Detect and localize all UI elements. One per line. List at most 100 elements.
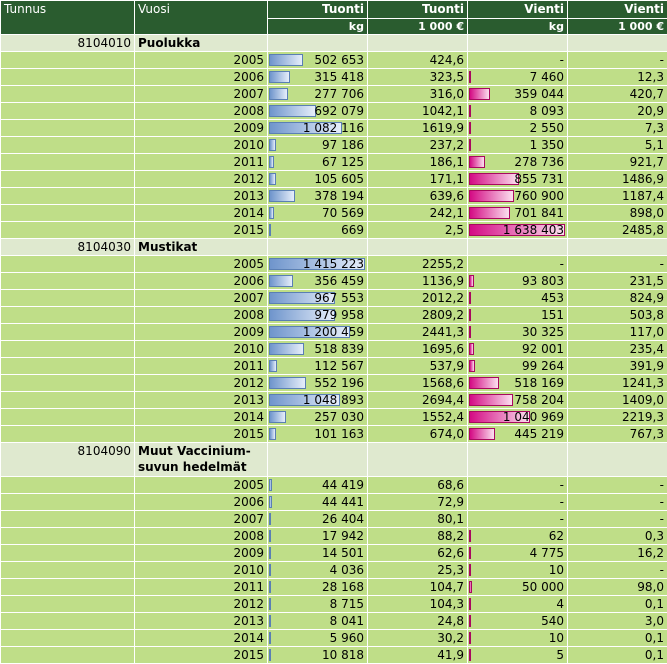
export-kg-cell: 7 460 — [467, 68, 568, 86]
export-kg-cell-value: - — [559, 495, 564, 509]
code-cell — [0, 204, 135, 222]
import-eur-cell: 2441,3 — [367, 323, 468, 341]
export-kg-cell-value: 760 900 — [514, 189, 564, 203]
export-kg-cell-value: 701 841 — [514, 206, 564, 220]
export-eur-cell: 117,0 — [567, 323, 667, 341]
export-kg-cell: 855 731 — [467, 170, 568, 188]
col-header-year[interactable]: Vuosi — [134, 0, 268, 35]
table-row: 2014 5 960 30,2 10 0,1 — [0, 629, 667, 647]
import-eur-cell: 639,6 — [367, 187, 468, 205]
year-cell: 2014 — [134, 629, 268, 647]
code-cell — [0, 340, 135, 358]
group-empty-cell — [267, 238, 368, 256]
import-eur-cell: 2809,2 — [367, 306, 468, 324]
code-cell — [0, 119, 135, 137]
export-bar — [469, 377, 499, 389]
export-kg-cell-value: 1 638 403 — [502, 223, 564, 237]
export-eur-cell: 767,3 — [567, 425, 667, 443]
import-kg-cell-value: 1 200 459 — [302, 325, 364, 339]
export-kg-cell: - — [467, 476, 568, 494]
year-cell: 2014 — [134, 204, 268, 222]
col-unit-export-kg: kg — [467, 18, 568, 35]
export-eur-cell: - — [567, 476, 667, 494]
import-kg-cell: 502 653 — [267, 51, 368, 69]
year-cell: 2013 — [134, 187, 268, 205]
year-cell: 2007 — [134, 510, 268, 528]
export-eur-cell: 1241,3 — [567, 374, 667, 392]
import-bar — [269, 479, 272, 491]
import-kg-cell-value: 518 839 — [314, 342, 364, 356]
export-eur-cell: 0,1 — [567, 595, 667, 613]
export-bar — [469, 156, 485, 168]
table-row: 2008 979 958 2809,2 151 503,8 — [0, 306, 667, 324]
year-cell: 2006 — [134, 68, 268, 86]
col-header-export-eur[interactable]: Vienti — [567, 0, 667, 19]
table-header: Tunnus Vuosi Tuonti Tuonti Vienti Vienti… — [0, 0, 667, 35]
import-bar — [269, 564, 271, 576]
col-header-export-kg[interactable]: Vienti — [467, 0, 568, 19]
import-kg-cell-value: 8 715 — [329, 597, 364, 611]
import-bar — [269, 649, 271, 661]
import-bar — [269, 360, 277, 372]
code-cell — [0, 493, 135, 511]
code-cell — [0, 289, 135, 307]
col-header-import-kg[interactable]: Tuonti — [267, 0, 368, 19]
import-bar — [269, 275, 293, 287]
import-kg-cell-value: 101 163 — [314, 427, 364, 441]
group-empty-cell — [567, 238, 667, 256]
table-row: 2015 10 818 41,9 5 0,1 — [0, 646, 667, 664]
table-row: 2013 378 194 639,6 760 900 1187,4 — [0, 187, 667, 205]
import-eur-cell: 2255,2 — [367, 255, 468, 273]
export-bar — [469, 88, 490, 100]
import-kg-cell: 44 419 — [267, 476, 368, 494]
export-kg-cell: 30 325 — [467, 323, 568, 341]
export-kg-cell-value: 758 204 — [514, 393, 564, 407]
import-kg-cell-value: 692 079 — [314, 104, 364, 118]
import-kg-cell-value: 1 415 223 — [302, 257, 364, 271]
col-header-import-eur[interactable]: Tuonti — [367, 0, 468, 19]
import-kg-cell: 26 404 — [267, 510, 368, 528]
table-row: 2011 28 168 104,7 50 000 98,0 — [0, 578, 667, 596]
import-eur-cell: 41,9 — [367, 646, 468, 664]
export-kg-cell: 760 900 — [467, 187, 568, 205]
import-kg-cell-value: 105 605 — [314, 172, 364, 186]
import-kg-cell-value: 552 196 — [314, 376, 364, 390]
export-kg-cell-value: 518 169 — [514, 376, 564, 390]
table-row: 2006 44 441 72,9 - - — [0, 493, 667, 511]
export-kg-cell-value: 99 264 — [522, 359, 564, 373]
import-kg-cell: 67 125 — [267, 153, 368, 171]
import-kg-cell: 14 501 — [267, 544, 368, 562]
import-bar — [269, 258, 365, 270]
import-bar — [269, 632, 271, 644]
year-cell: 2008 — [134, 102, 268, 120]
code-cell — [0, 374, 135, 392]
group-name: Muut Vaccinium-suvun hedelmät — [134, 442, 268, 477]
table-row: 2008 692 079 1042,1 8 093 20,9 — [0, 102, 667, 120]
table-row: 2010 4 036 25,3 10- — [0, 561, 667, 579]
col-header-code[interactable]: Tunnus — [0, 0, 135, 35]
import-bar — [269, 394, 340, 406]
export-kg-cell: 151 — [467, 306, 568, 324]
group-row: 8104010 Puolukka — [0, 34, 667, 52]
export-kg-cell-value: 50 000 — [522, 580, 564, 594]
import-bar — [269, 71, 290, 83]
export-eur-cell: 1187,4 — [567, 187, 667, 205]
import-bar — [269, 598, 271, 610]
export-bar — [469, 309, 471, 321]
year-cell: 2008 — [134, 527, 268, 545]
export-kg-cell-value: - — [559, 512, 564, 526]
import-eur-cell: 237,2 — [367, 136, 468, 154]
import-kg-cell: 518 839 — [267, 340, 368, 358]
import-kg-cell: 70 569 — [267, 204, 368, 222]
import-bar — [269, 326, 350, 338]
code-cell — [0, 612, 135, 630]
import-kg-cell: 277 706 — [267, 85, 368, 103]
table-row: 2011 67 125 186,1 278 736 921,7 — [0, 153, 667, 171]
code-cell — [0, 425, 135, 443]
import-bar — [269, 54, 303, 66]
export-kg-cell: 1 040 969 — [467, 408, 568, 426]
import-kg-cell: 8 041 — [267, 612, 368, 630]
code-cell — [0, 646, 135, 664]
import-kg-cell-value: 315 418 — [314, 70, 364, 84]
table-row: 2014 257 030 1552,4 1 040 969 2219,3 — [0, 408, 667, 426]
